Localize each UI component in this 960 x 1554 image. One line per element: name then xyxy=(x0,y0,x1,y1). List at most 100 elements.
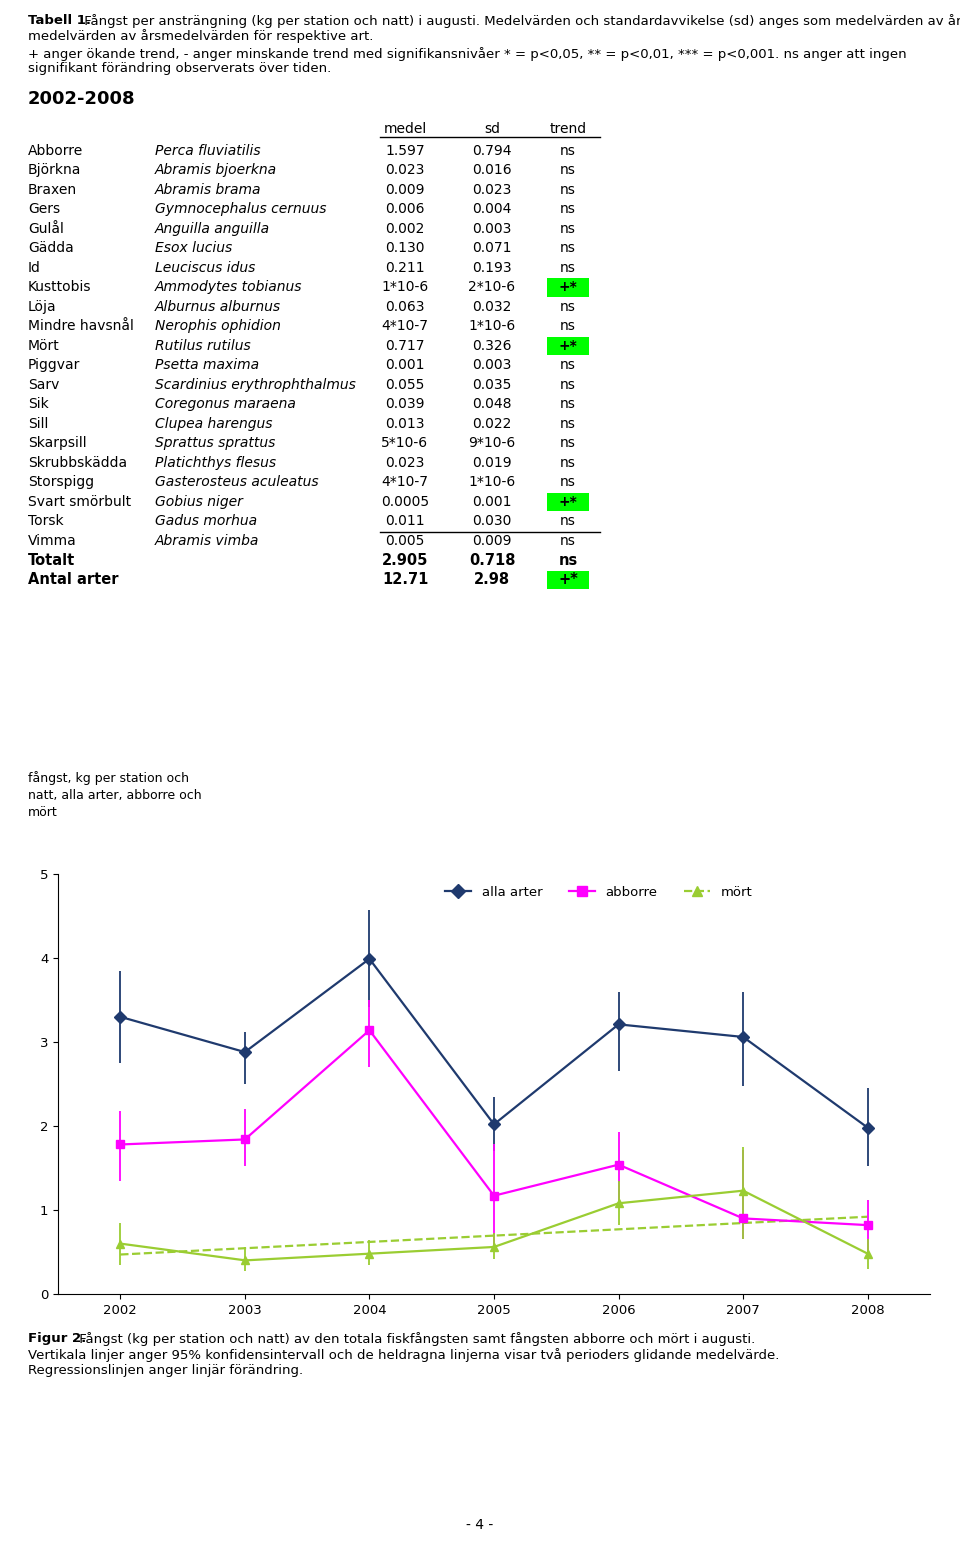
Text: 0.009: 0.009 xyxy=(385,183,424,197)
Text: sd: sd xyxy=(484,123,500,137)
Text: Mindre havsnål: Mindre havsnål xyxy=(28,319,133,333)
Text: fångst, kg per station och
natt, alla arter, abborre och
mört: fångst, kg per station och natt, alla ar… xyxy=(28,771,202,819)
Text: 0.005: 0.005 xyxy=(385,533,424,547)
Text: Svart smörbult: Svart smörbult xyxy=(28,494,132,508)
Text: Psetta maxima: Psetta maxima xyxy=(155,359,259,373)
Text: 0.009: 0.009 xyxy=(472,533,512,547)
Text: Alburnus alburnus: Alburnus alburnus xyxy=(155,300,281,314)
Text: Perca fluviatilis: Perca fluviatilis xyxy=(155,145,260,159)
Text: Löja: Löja xyxy=(28,300,57,314)
Text: Gulål: Gulål xyxy=(28,222,64,236)
Text: Abramis brama: Abramis brama xyxy=(155,183,261,197)
FancyBboxPatch shape xyxy=(547,570,589,589)
Text: 2002-2008: 2002-2008 xyxy=(28,90,135,107)
Text: +*: +* xyxy=(559,280,577,294)
Text: 1.597: 1.597 xyxy=(385,145,425,159)
Text: 0.003: 0.003 xyxy=(472,222,512,236)
Text: Leuciscus idus: Leuciscus idus xyxy=(155,261,255,275)
Text: 0.035: 0.035 xyxy=(472,378,512,392)
Text: Gadus morhua: Gadus morhua xyxy=(155,514,257,528)
Text: ns: ns xyxy=(560,437,576,451)
FancyBboxPatch shape xyxy=(547,337,589,354)
Text: 2.905: 2.905 xyxy=(382,553,428,567)
Text: Id: Id xyxy=(28,261,41,275)
Text: ns: ns xyxy=(560,145,576,159)
Text: 0.048: 0.048 xyxy=(472,398,512,412)
Text: 0.717: 0.717 xyxy=(385,339,424,353)
Text: 5*10-6: 5*10-6 xyxy=(381,437,428,451)
Text: Vimma: Vimma xyxy=(28,533,77,547)
Text: 0.001: 0.001 xyxy=(385,359,424,373)
Text: Figur 2.: Figur 2. xyxy=(28,1332,86,1346)
Text: ns: ns xyxy=(560,378,576,392)
Text: 0.006: 0.006 xyxy=(385,202,424,216)
Text: Totalt: Totalt xyxy=(28,553,75,567)
Text: +*: +* xyxy=(558,572,578,587)
Text: Clupea harengus: Clupea harengus xyxy=(155,416,273,430)
Text: Björkna: Björkna xyxy=(28,163,82,177)
Text: Gers: Gers xyxy=(28,202,60,216)
Text: Sarv: Sarv xyxy=(28,378,60,392)
Text: Gobius niger: Gobius niger xyxy=(155,494,243,508)
Text: 0.002: 0.002 xyxy=(385,222,424,236)
Text: Esox lucius: Esox lucius xyxy=(155,241,232,255)
Text: ns: ns xyxy=(560,300,576,314)
Text: Rutilus rutilus: Rutilus rutilus xyxy=(155,339,251,353)
Text: Skrubbskädda: Skrubbskädda xyxy=(28,455,127,469)
Text: ns: ns xyxy=(560,455,576,469)
Text: 0.023: 0.023 xyxy=(472,183,512,197)
Text: ns: ns xyxy=(560,514,576,528)
Text: Coregonus maraena: Coregonus maraena xyxy=(155,398,296,412)
Text: + anger ökande trend, - anger minskande trend med signifikansnivåer * = p<0,05, : + anger ökande trend, - anger minskande … xyxy=(28,47,906,61)
Text: Sill: Sill xyxy=(28,416,48,430)
Text: Vertikala linjer anger 95% konfidensintervall och de heldragna linjerna visar tv: Vertikala linjer anger 95% konfidensinte… xyxy=(28,1347,780,1361)
Text: 0.013: 0.013 xyxy=(385,416,424,430)
Text: Gasterosteus aculeatus: Gasterosteus aculeatus xyxy=(155,476,319,490)
Text: Scardinius erythrophthalmus: Scardinius erythrophthalmus xyxy=(155,378,356,392)
Text: 1*10-6: 1*10-6 xyxy=(381,280,428,294)
Text: ns: ns xyxy=(560,359,576,373)
Text: 2*10-6: 2*10-6 xyxy=(468,280,516,294)
Text: Platichthys flesus: Platichthys flesus xyxy=(155,455,276,469)
Text: 0.022: 0.022 xyxy=(472,416,512,430)
Text: 4*10-7: 4*10-7 xyxy=(381,319,428,333)
FancyBboxPatch shape xyxy=(547,278,589,297)
Text: Gädda: Gädda xyxy=(28,241,74,255)
Text: 0.326: 0.326 xyxy=(472,339,512,353)
Text: 0.130: 0.130 xyxy=(385,241,424,255)
Text: medel: medel xyxy=(383,123,426,137)
Text: 0.023: 0.023 xyxy=(385,163,424,177)
Text: 0.063: 0.063 xyxy=(385,300,424,314)
Text: ns: ns xyxy=(560,202,576,216)
Text: 0.718: 0.718 xyxy=(468,553,516,567)
Text: 0.016: 0.016 xyxy=(472,163,512,177)
Text: 0.193: 0.193 xyxy=(472,261,512,275)
Text: ns: ns xyxy=(559,553,578,567)
Text: Abramis vimba: Abramis vimba xyxy=(155,533,259,547)
Text: ns: ns xyxy=(560,476,576,490)
Text: Ammodytes tobianus: Ammodytes tobianus xyxy=(155,280,302,294)
Text: signifikant förändring observerats över tiden.: signifikant förändring observerats över … xyxy=(28,62,331,75)
Text: 12.71: 12.71 xyxy=(382,572,428,587)
Text: Tabell 1.: Tabell 1. xyxy=(28,14,91,26)
Text: medelvärden av årsmedelvärden för respektive art.: medelvärden av årsmedelvärden för respek… xyxy=(28,30,373,44)
Text: Regressionslinjen anger linjär förändring.: Regressionslinjen anger linjär förändrin… xyxy=(28,1364,303,1377)
Text: 2.98: 2.98 xyxy=(474,572,510,587)
Text: 0.004: 0.004 xyxy=(472,202,512,216)
Text: 0.055: 0.055 xyxy=(385,378,424,392)
Text: ns: ns xyxy=(560,398,576,412)
Text: Sprattus sprattus: Sprattus sprattus xyxy=(155,437,276,451)
Text: 0.003: 0.003 xyxy=(472,359,512,373)
Text: Kusttobis: Kusttobis xyxy=(28,280,91,294)
Text: 4*10-7: 4*10-7 xyxy=(381,476,428,490)
Text: 0.023: 0.023 xyxy=(385,455,424,469)
Text: Skarpsill: Skarpsill xyxy=(28,437,86,451)
FancyBboxPatch shape xyxy=(547,493,589,511)
Text: Braxen: Braxen xyxy=(28,183,77,197)
Text: Antal arter: Antal arter xyxy=(28,572,118,587)
Text: 0.0005: 0.0005 xyxy=(381,494,429,508)
Text: Abborre: Abborre xyxy=(28,145,84,159)
Text: Fångst per ansträngning (kg per station och natt) i augusti. Medelvärden och sta: Fångst per ansträngning (kg per station … xyxy=(81,14,960,28)
Text: +*: +* xyxy=(559,494,577,508)
Text: 0.039: 0.039 xyxy=(385,398,424,412)
